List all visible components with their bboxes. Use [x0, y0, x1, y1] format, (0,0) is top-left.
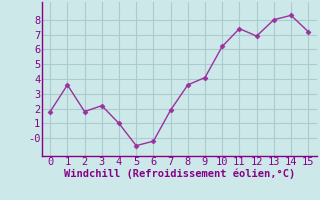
X-axis label: Windchill (Refroidissement éolien,°C): Windchill (Refroidissement éolien,°C)	[64, 169, 295, 179]
